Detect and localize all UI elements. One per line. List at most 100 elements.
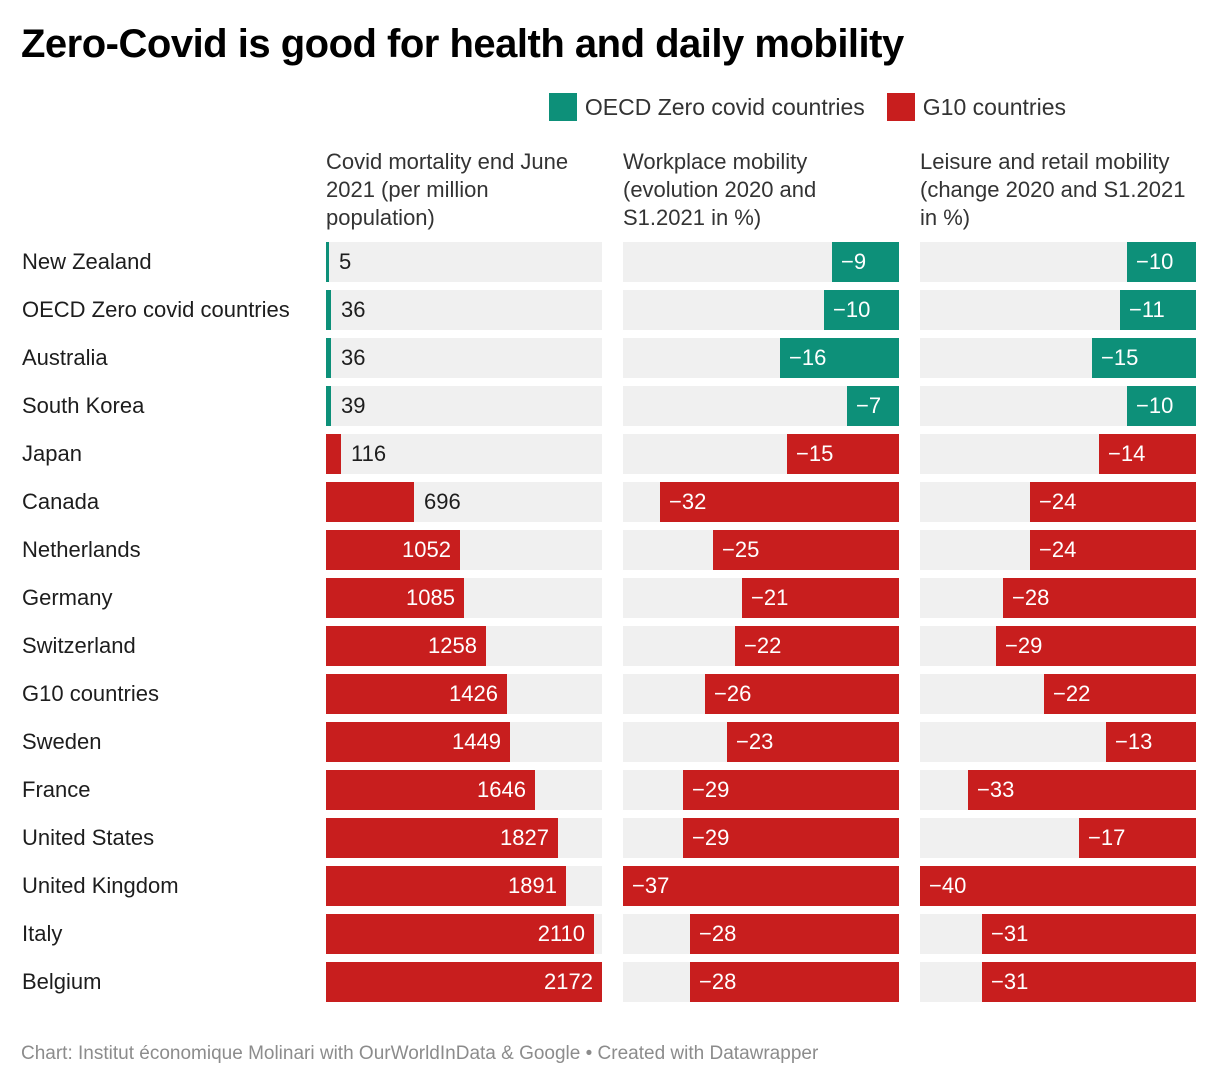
bar-track: −22 xyxy=(920,674,1196,714)
bar-track: 36 xyxy=(326,290,602,330)
value-label-australia-s1: −16 xyxy=(789,345,827,370)
row-label-netherlands: Netherlands xyxy=(22,537,141,562)
value-label-australia-s2: −15 xyxy=(1101,345,1139,370)
value-label-switzerland-s0: 1258 xyxy=(428,633,477,658)
bar-track: −25 xyxy=(623,530,899,570)
row-label-australia: Australia xyxy=(22,345,108,370)
value-label-g10-countries-s2: −22 xyxy=(1053,681,1091,706)
bar-track: 2172 xyxy=(326,962,602,1002)
value-label-switzerland-s1: −22 xyxy=(744,633,782,658)
bar-track: −33 xyxy=(920,770,1196,810)
bar-track: −28 xyxy=(623,914,899,954)
value-label-australia-s0: 36 xyxy=(341,345,366,370)
row-label-switzerland: Switzerland xyxy=(22,633,136,658)
bar-belgium-s2 xyxy=(982,962,1196,1002)
bar-track: −24 xyxy=(920,482,1196,522)
bar-new-zealand-s0 xyxy=(326,242,329,282)
value-label-france-s0: 1646 xyxy=(477,777,526,802)
bar-netherlands-s1 xyxy=(713,530,899,570)
row-label-germany: Germany xyxy=(22,585,113,610)
bar-track: −26 xyxy=(623,674,899,714)
bar-switzerland-s0 xyxy=(326,626,486,666)
bar-united-kingdom-s0 xyxy=(326,866,566,906)
value-label-united-states-s0: 1827 xyxy=(500,825,549,850)
legend-swatch-oecd xyxy=(548,93,577,121)
bar-switzerland-s2 xyxy=(996,626,1196,666)
value-label-canada-s0: 696 xyxy=(424,489,461,514)
bar-france-s0 xyxy=(326,770,535,810)
bar-g10-countries-s1 xyxy=(705,674,899,714)
bar-italy-s1 xyxy=(690,914,899,954)
bar-track: 1827 xyxy=(326,818,602,858)
bar-australia-s1 xyxy=(780,338,899,378)
value-label-canada-s1: −32 xyxy=(669,489,707,514)
bar-sweden-s2 xyxy=(1106,722,1196,762)
bar-track: −28 xyxy=(920,578,1196,618)
bar-track: −29 xyxy=(920,626,1196,666)
value-label-new-zealand-s1: −9 xyxy=(841,249,867,274)
bar-united-states-s1 xyxy=(683,818,899,858)
value-label-new-zealand-s2: −10 xyxy=(1136,249,1174,274)
value-label-oecd-zero-covid-countries-s1: −10 xyxy=(833,297,871,322)
value-label-switzerland-s2: −29 xyxy=(1005,633,1043,658)
bar-switzerland-s1 xyxy=(735,626,899,666)
bar-track: −10 xyxy=(623,290,899,330)
bar-south-korea-s2 xyxy=(1127,386,1196,426)
bar-netherlands-s0 xyxy=(326,530,460,570)
row-label-france: France xyxy=(22,777,91,802)
bar-japan-s0 xyxy=(326,434,341,474)
legend-label-oecd: OECD Zero covid countries xyxy=(584,93,865,120)
row-label-japan: Japan xyxy=(22,441,82,466)
bar-track: −10 xyxy=(920,242,1196,282)
value-label-netherlands-s1: −25 xyxy=(722,537,760,562)
value-label-oecd-zero-covid-countries-s0: 36 xyxy=(341,297,366,322)
value-label-italy-s1: −28 xyxy=(699,921,737,946)
bar-track: −11 xyxy=(920,290,1196,330)
value-label-japan-s1: −15 xyxy=(796,441,834,466)
bar-germany-s1 xyxy=(742,578,899,618)
bar-south-korea-s1 xyxy=(847,386,899,426)
bar-track: −29 xyxy=(623,818,899,858)
bar-track: −15 xyxy=(920,338,1196,378)
value-label-italy-s0: 2110 xyxy=(537,921,585,946)
value-label-netherlands-s2: −24 xyxy=(1039,537,1077,562)
bar-track: 36 xyxy=(326,338,602,378)
row-label-oecd-zero-covid-countries: OECD Zero covid countries xyxy=(22,297,290,322)
bar-united-kingdom-s2 xyxy=(920,866,1196,906)
bar-track: 1646 xyxy=(326,770,602,810)
bar-track: 2110 xyxy=(326,914,602,954)
bar-canada-s2 xyxy=(1030,482,1196,522)
value-label-germany-s1: −21 xyxy=(751,585,789,610)
value-label-france-s1: −29 xyxy=(692,777,730,802)
bar-japan-s1 xyxy=(787,434,899,474)
value-label-united-states-s2: −17 xyxy=(1088,825,1126,850)
row-label-united-kingdom: United Kingdom xyxy=(22,873,179,898)
legend-swatch-g10 xyxy=(886,93,915,121)
value-label-united-states-s1: −29 xyxy=(692,825,730,850)
column-header-workplace: Workplace mobility (evolution 2020 and S… xyxy=(623,149,817,230)
value-label-sweden-s0: 1449 xyxy=(452,729,501,754)
row-label-sweden: Sweden xyxy=(22,729,102,754)
bar-track: 1052 xyxy=(326,530,602,570)
bar-france-s1 xyxy=(683,770,899,810)
bar-track: 696 xyxy=(326,482,602,522)
legend-item-g10: G10 countries xyxy=(886,93,1066,121)
bar-track: −15 xyxy=(623,434,899,474)
bar-japan-s2 xyxy=(1099,434,1196,474)
bar-track: 1258 xyxy=(326,626,602,666)
row-label-south-korea: South Korea xyxy=(22,393,145,418)
row-label-belgium: Belgium xyxy=(22,969,102,994)
row-label-united-states: United States xyxy=(22,825,155,850)
row-label-canada: Canada xyxy=(22,489,100,514)
chart-source: Chart: Institut économique Molinari with… xyxy=(21,1043,819,1064)
value-label-south-korea-s2: −10 xyxy=(1136,393,1174,418)
value-label-belgium-s0: 2172 xyxy=(544,969,593,994)
bar-track: −24 xyxy=(920,530,1196,570)
value-label-sweden-s1: −23 xyxy=(736,729,774,754)
bar-oecd-zero-covid-countries-s0 xyxy=(326,290,331,330)
bar-track: 1449 xyxy=(326,722,602,762)
bar-sweden-s1 xyxy=(727,722,899,762)
value-label-japan-s0: 116 xyxy=(351,441,387,466)
bar-australia-s2 xyxy=(1092,338,1196,378)
bar-track: −14 xyxy=(920,434,1196,474)
